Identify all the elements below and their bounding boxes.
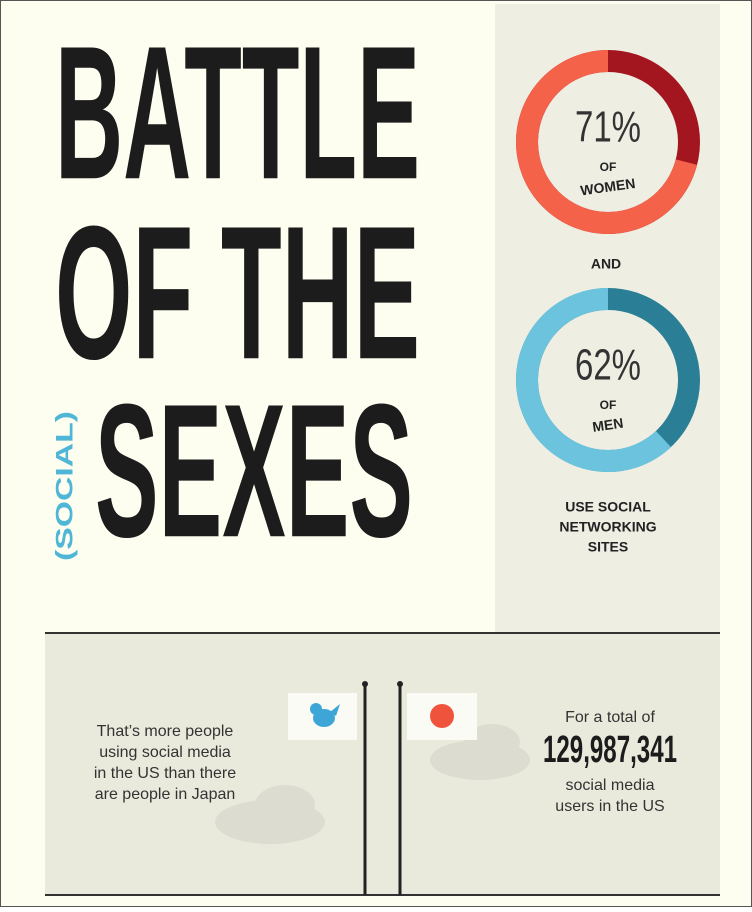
japan-sun (430, 704, 454, 728)
comparison-outro: users in the US (555, 798, 664, 815)
pole-top (397, 681, 403, 687)
comparison-intro: For a total of (565, 709, 655, 726)
comparison-number: 129,987,341 (543, 729, 677, 771)
title-line: SEXES (95, 365, 413, 577)
comparison-line: using social media (99, 744, 231, 761)
caption-line: USE SOCIAL (565, 499, 651, 515)
caption-line: NETWORKING (559, 519, 656, 535)
title-aside: (SOCIAL) (51, 411, 78, 561)
connector: AND (591, 256, 621, 272)
caption-line: SITES (588, 539, 628, 555)
comparison-line: in the US than there (94, 765, 236, 782)
pole-top (362, 681, 368, 687)
comparison-line: That’s more people (97, 723, 234, 740)
donut-value: 71% (575, 103, 641, 152)
comparison-outro: social media (566, 777, 655, 794)
donut-of: OF (600, 160, 617, 174)
donut-of: OF (600, 398, 617, 412)
comparison-line: are people in Japan (95, 786, 236, 803)
infographic: BATTLE OF THE SEXES (SOCIAL) 71%OFWOMEN6… (0, 0, 752, 907)
donut-value: 62% (575, 341, 641, 390)
